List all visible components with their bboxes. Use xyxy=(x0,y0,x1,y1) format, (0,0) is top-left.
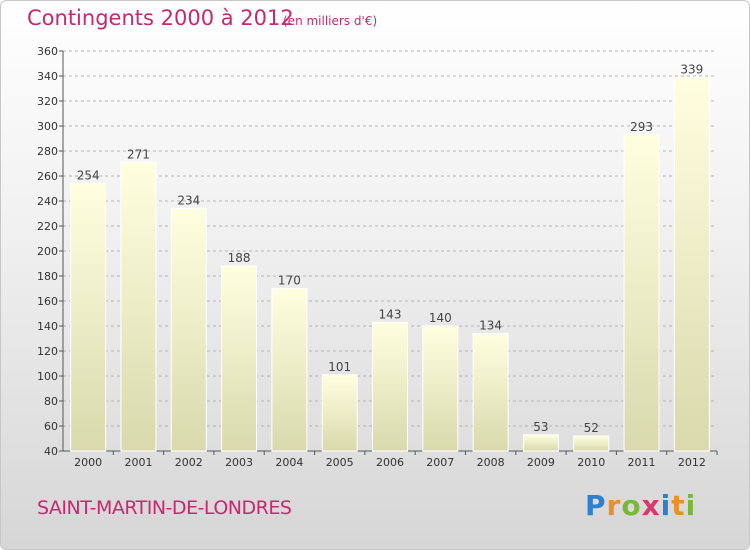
proxiti-logo: Proxiti xyxy=(585,489,696,522)
labels: 40 60 80 100 120 140 160 180 200 220 240 260 280 300 3… xyxy=(37,45,706,469)
value-label-2005: 101 xyxy=(328,360,351,374)
logo-letter: P xyxy=(585,489,607,522)
chart-unit-note: (en milliers d'€) xyxy=(283,14,378,28)
bar-2004 xyxy=(271,288,308,452)
bar-2003 xyxy=(221,265,258,452)
bar-2011 xyxy=(623,134,660,452)
x-tick-label-2009: 2009 xyxy=(527,456,555,469)
bar-2005 xyxy=(321,374,358,452)
value-label-2011: 293 xyxy=(630,120,653,134)
bar-2009 xyxy=(522,434,559,452)
y-tick-label: 60 xyxy=(44,420,58,433)
y-tick-label: 100 xyxy=(37,370,58,383)
y-tick-label: 160 xyxy=(37,295,58,308)
value-label-2007: 140 xyxy=(429,311,452,325)
y-tick-label: 180 xyxy=(37,270,58,283)
x-tick-label-2003: 2003 xyxy=(225,456,253,469)
y-tick-label: 80 xyxy=(44,395,58,408)
x-tick-label-2004: 2004 xyxy=(275,456,303,469)
value-label-2000: 254 xyxy=(77,169,100,183)
value-label-2001: 271 xyxy=(127,147,150,161)
y-tick-label: 300 xyxy=(37,120,58,133)
logo-letter: i xyxy=(685,489,697,522)
x-tick-label-2000: 2000 xyxy=(74,456,102,469)
x-tick-label-2012: 2012 xyxy=(678,456,706,469)
y-tick-label: 320 xyxy=(37,95,58,108)
value-label-2008: 134 xyxy=(479,319,502,333)
bar-2002 xyxy=(170,208,207,452)
bar-2008 xyxy=(472,333,509,452)
value-label-2009: 53 xyxy=(533,420,548,434)
y-tick-label: 200 xyxy=(37,245,58,258)
x-tick-label-2001: 2001 xyxy=(124,456,152,469)
x-tick-label-2005: 2005 xyxy=(326,456,354,469)
x-tick-label-2008: 2008 xyxy=(477,456,505,469)
bar-2007 xyxy=(422,325,459,452)
value-label-2010: 52 xyxy=(584,421,599,435)
y-tick-label: 240 xyxy=(37,195,58,208)
x-tick-label-2002: 2002 xyxy=(175,456,203,469)
x-tick-label-2010: 2010 xyxy=(577,456,605,469)
y-tick-label: 360 xyxy=(37,45,58,58)
logo-letter: o xyxy=(621,489,642,522)
logo-letter: t xyxy=(671,489,686,522)
y-tick-label: 260 xyxy=(37,170,58,183)
bar-2000 xyxy=(70,183,107,452)
y-tick-label: 220 xyxy=(37,220,58,233)
y-tick-label: 140 xyxy=(37,320,58,333)
value-label-2012: 339 xyxy=(680,62,703,76)
bars xyxy=(70,76,710,452)
commune-name: SAINT-MARTIN-DE-LONDRES xyxy=(37,497,292,519)
logo-letter: i xyxy=(660,489,672,522)
y-tick-label: 280 xyxy=(37,145,58,158)
y-tick-label: 40 xyxy=(44,445,58,458)
bar-2012 xyxy=(673,76,710,452)
chart-title: Contingents 2000 à 2012 xyxy=(27,6,294,30)
value-label-2006: 143 xyxy=(379,307,402,321)
value-label-2002: 234 xyxy=(177,194,200,208)
bar-2001 xyxy=(120,161,157,452)
logo-letter: x xyxy=(641,489,661,522)
x-tick-label-2011: 2011 xyxy=(628,456,656,469)
logo-letter: r xyxy=(606,489,622,522)
x-tick-label-2007: 2007 xyxy=(426,456,454,469)
value-label-2003: 188 xyxy=(228,251,251,265)
bar-2010 xyxy=(573,435,610,452)
y-tick-label: 120 xyxy=(37,345,58,358)
bar-2006 xyxy=(372,321,408,452)
y-tick-label: 340 xyxy=(37,70,58,83)
value-label-2004: 170 xyxy=(278,274,301,288)
x-tick-label-2006: 2006 xyxy=(376,456,404,469)
